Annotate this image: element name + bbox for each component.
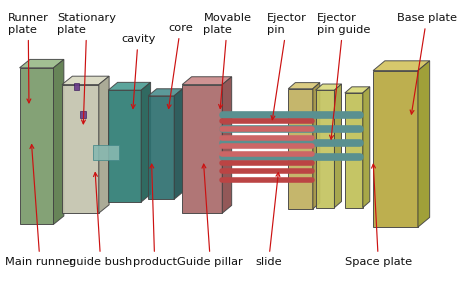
Text: slide: slide bbox=[255, 173, 282, 267]
Polygon shape bbox=[182, 85, 222, 213]
Polygon shape bbox=[108, 82, 151, 90]
Text: Runner
plate: Runner plate bbox=[8, 13, 49, 103]
Text: Stationary
plate: Stationary plate bbox=[57, 13, 116, 124]
Polygon shape bbox=[316, 90, 335, 208]
Polygon shape bbox=[182, 77, 232, 85]
Text: Base plate: Base plate bbox=[397, 13, 456, 114]
Polygon shape bbox=[54, 59, 64, 225]
Polygon shape bbox=[345, 87, 370, 93]
Polygon shape bbox=[335, 84, 341, 208]
Polygon shape bbox=[19, 68, 54, 225]
Text: cavity: cavity bbox=[121, 34, 155, 108]
Text: Movable
plate: Movable plate bbox=[203, 13, 251, 108]
Polygon shape bbox=[141, 82, 151, 202]
Polygon shape bbox=[174, 89, 182, 199]
Polygon shape bbox=[373, 61, 429, 71]
Text: guide bush: guide bush bbox=[69, 173, 132, 267]
Bar bbox=[80, 111, 85, 118]
Text: Space plate: Space plate bbox=[345, 164, 412, 267]
Polygon shape bbox=[99, 76, 109, 213]
Polygon shape bbox=[316, 84, 341, 90]
Text: core: core bbox=[167, 23, 193, 108]
Bar bbox=[74, 83, 80, 90]
Polygon shape bbox=[148, 96, 174, 199]
Polygon shape bbox=[418, 61, 429, 227]
Text: product: product bbox=[133, 164, 177, 267]
Text: Main runner: Main runner bbox=[5, 145, 74, 267]
Text: Ejector
pin guide: Ejector pin guide bbox=[317, 13, 370, 139]
Text: Guide pillar: Guide pillar bbox=[177, 164, 243, 267]
Polygon shape bbox=[148, 89, 182, 96]
Polygon shape bbox=[345, 93, 363, 208]
Polygon shape bbox=[313, 83, 320, 209]
Polygon shape bbox=[288, 89, 313, 209]
Polygon shape bbox=[19, 59, 64, 68]
Polygon shape bbox=[373, 71, 418, 227]
Polygon shape bbox=[108, 90, 141, 202]
Bar bbox=[92, 145, 118, 160]
Polygon shape bbox=[222, 77, 232, 213]
Polygon shape bbox=[363, 87, 370, 208]
Polygon shape bbox=[62, 85, 99, 213]
Polygon shape bbox=[62, 76, 109, 85]
Text: Ejector
pin: Ejector pin bbox=[267, 13, 307, 120]
Polygon shape bbox=[288, 83, 320, 89]
